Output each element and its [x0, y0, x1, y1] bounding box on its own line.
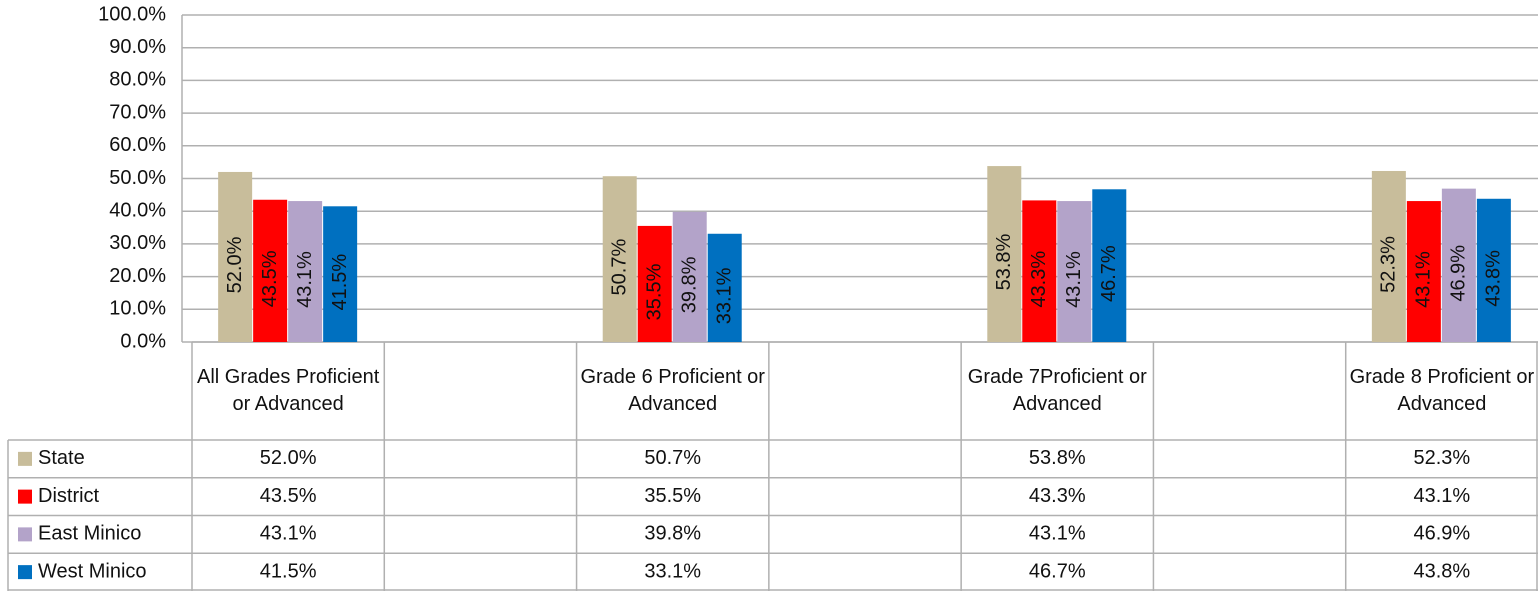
bar — [1406, 201, 1441, 342]
data-label: 52.3% — [1378, 236, 1400, 293]
data-label: 43.1% — [1413, 251, 1435, 308]
table-value: 39.8% — [644, 523, 701, 545]
legend-label: State — [38, 447, 85, 469]
table-value: 33.1% — [644, 560, 701, 582]
bar — [1022, 200, 1057, 342]
legend-swatch — [18, 489, 32, 504]
data-label: 50.7% — [608, 239, 630, 296]
data-label: 43.8% — [1483, 250, 1505, 307]
table-value: 46.9% — [1413, 523, 1470, 545]
bar — [707, 233, 742, 342]
bar — [987, 166, 1022, 342]
category-cell: Grade 7Proficient or Advanced — [967, 366, 1147, 415]
y-tick-label: 30.0% — [109, 232, 166, 254]
data-label: 43.1% — [1063, 251, 1085, 308]
data-label: 35.5% — [643, 263, 665, 320]
y-tick-label: 80.0% — [109, 69, 166, 91]
y-tick-label: 70.0% — [109, 101, 166, 123]
table-value: 50.7% — [644, 447, 701, 469]
bar — [323, 206, 358, 342]
data-label: 33.1% — [713, 267, 735, 324]
y-tick-label: 100.0% — [98, 3, 166, 25]
data-label: 43.1% — [294, 251, 316, 308]
category-cell: Grade 8 Proficient or Advanced — [1349, 366, 1535, 415]
table-value: 43.3% — [1029, 485, 1086, 507]
legend-swatch — [18, 565, 32, 580]
table-value: 53.8% — [1029, 447, 1086, 469]
legend-label: District — [38, 485, 100, 507]
bar — [672, 211, 707, 342]
x-tick-label: Grade 8 Proficient or Advanced — [1349, 366, 1535, 415]
data-label: 46.7% — [1098, 245, 1120, 302]
bar — [602, 176, 637, 342]
legend-label: East Minico — [38, 523, 141, 545]
y-tick-label: 20.0% — [109, 265, 166, 287]
category-cell: All Grades Proficient or Advanced — [196, 366, 380, 415]
bar — [253, 199, 288, 342]
bar — [637, 225, 672, 342]
x-tick-label: Grade 6 Proficient or Advanced — [580, 366, 765, 415]
bar — [1092, 189, 1127, 342]
x-tick-label: All Grades Proficient or Advanced — [196, 366, 380, 415]
table-value: 35.5% — [644, 485, 701, 507]
x-tick-label: Grade 7Proficient or Advanced — [967, 366, 1147, 415]
y-tick-label: 60.0% — [109, 134, 166, 156]
data-label: 41.5% — [329, 254, 351, 311]
bar — [288, 201, 323, 342]
table-value: 43.8% — [1413, 560, 1470, 582]
y-tick-label: 0.0% — [120, 330, 166, 352]
table-value: 43.1% — [1413, 485, 1470, 507]
table-value: 43.5% — [260, 485, 317, 507]
data-label: 43.5% — [259, 250, 281, 307]
table-value: 43.1% — [1029, 523, 1086, 545]
bar — [1476, 198, 1511, 342]
bar — [1441, 188, 1476, 342]
legend-swatch — [18, 527, 32, 542]
data-label: 53.8% — [993, 233, 1015, 290]
legend-label: West Minico — [38, 560, 147, 582]
y-tick-label: 90.0% — [109, 36, 166, 58]
table-value: 43.1% — [260, 523, 317, 545]
data-label: 39.8% — [678, 256, 700, 313]
data-label: 46.9% — [1448, 245, 1470, 302]
y-tick-label: 40.0% — [109, 199, 166, 221]
table-value: 52.0% — [260, 447, 317, 469]
y-tick-label: 50.0% — [109, 167, 166, 189]
table-value: 41.5% — [260, 560, 317, 582]
legend-swatch — [18, 451, 32, 466]
table-value: 46.7% — [1029, 560, 1086, 582]
bar — [1057, 201, 1092, 342]
y-tick-label: 10.0% — [109, 298, 166, 320]
bar — [1371, 170, 1406, 342]
data-label: 43.3% — [1028, 251, 1050, 308]
bar — [218, 171, 253, 342]
data-label: 52.0% — [224, 236, 246, 293]
table-value: 52.3% — [1413, 447, 1470, 469]
category-cell: Grade 6 Proficient or Advanced — [580, 366, 765, 415]
